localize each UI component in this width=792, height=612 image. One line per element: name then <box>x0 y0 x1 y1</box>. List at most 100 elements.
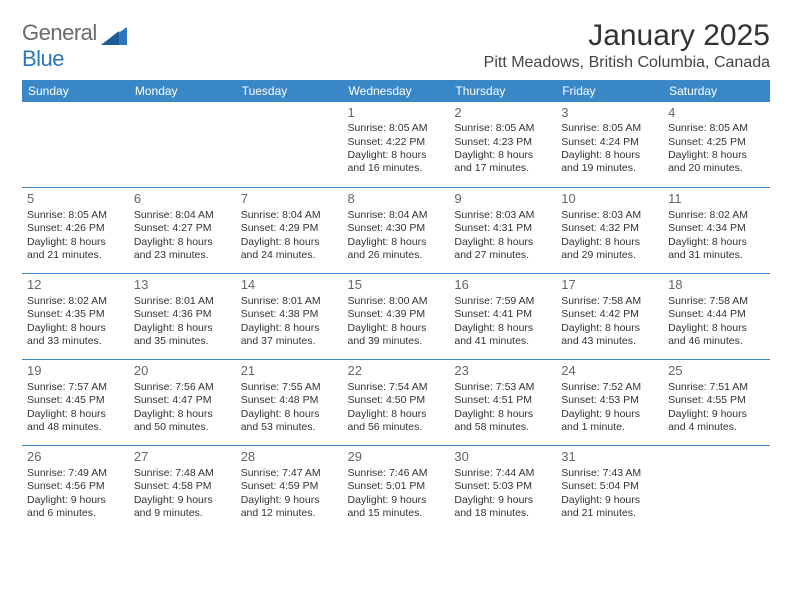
calendar-table: SundayMondayTuesdayWednesdayThursdayFrid… <box>22 80 770 526</box>
daylight-line: Daylight: 8 hours <box>348 236 445 249</box>
daylight-line: Daylight: 8 hours <box>134 408 231 421</box>
sunrise-line: Sunrise: 8:02 AM <box>27 295 124 308</box>
sunrise-line: Sunrise: 7:49 AM <box>27 467 124 480</box>
sunrise-line: Sunrise: 8:02 AM <box>668 209 765 222</box>
day-number: 23 <box>454 363 551 380</box>
daylight-line: Daylight: 8 hours <box>454 322 551 335</box>
sunrise-line: Sunrise: 8:01 AM <box>134 295 231 308</box>
daylight-line: Daylight: 8 hours <box>348 149 445 162</box>
calendar-cell <box>663 446 770 526</box>
day-number: 28 <box>241 449 338 466</box>
sunrise-line: Sunrise: 8:04 AM <box>348 209 445 222</box>
calendar-cell: 15Sunrise: 8:00 AMSunset: 4:39 PMDayligh… <box>343 274 450 360</box>
logo-text: General Blue <box>22 20 97 72</box>
day-number: 3 <box>561 105 658 122</box>
calendar-cell: 3Sunrise: 8:05 AMSunset: 4:24 PMDaylight… <box>556 102 663 188</box>
daylight-line: Daylight: 8 hours <box>454 236 551 249</box>
daylight-line: and 29 minutes. <box>561 249 658 262</box>
day-number: 19 <box>27 363 124 380</box>
day-number: 9 <box>454 191 551 208</box>
sunset-line: Sunset: 4:56 PM <box>27 480 124 493</box>
daylight-line: and 15 minutes. <box>348 507 445 520</box>
sunset-line: Sunset: 5:03 PM <box>454 480 551 493</box>
day-number: 31 <box>561 449 658 466</box>
sunrise-line: Sunrise: 8:04 AM <box>134 209 231 222</box>
sunset-line: Sunset: 4:30 PM <box>348 222 445 235</box>
day-number: 6 <box>134 191 231 208</box>
calendar-cell: 26Sunrise: 7:49 AMSunset: 4:56 PMDayligh… <box>22 446 129 526</box>
daylight-line: and 21 minutes. <box>561 507 658 520</box>
daylight-line: and 27 minutes. <box>454 249 551 262</box>
header: General Blue January 2025 Pitt Meadows, … <box>22 20 770 78</box>
daylight-line: and 21 minutes. <box>27 249 124 262</box>
day-header-row: SundayMondayTuesdayWednesdayThursdayFrid… <box>22 80 770 102</box>
calendar-cell: 2Sunrise: 8:05 AMSunset: 4:23 PMDaylight… <box>449 102 556 188</box>
daylight-line: Daylight: 9 hours <box>241 494 338 507</box>
calendar-cell: 16Sunrise: 7:59 AMSunset: 4:41 PMDayligh… <box>449 274 556 360</box>
daylight-line: and 9 minutes. <box>134 507 231 520</box>
sunrise-line: Sunrise: 7:43 AM <box>561 467 658 480</box>
day-header: Thursday <box>449 80 556 102</box>
daylight-line: Daylight: 8 hours <box>561 149 658 162</box>
calendar-page: General Blue January 2025 Pitt Meadows, … <box>0 0 792 535</box>
daylight-line: and 31 minutes. <box>668 249 765 262</box>
logo: General Blue <box>22 20 127 72</box>
calendar-body: 1Sunrise: 8:05 AMSunset: 4:22 PMDaylight… <box>22 102 770 526</box>
calendar-cell: 25Sunrise: 7:51 AMSunset: 4:55 PMDayligh… <box>663 360 770 446</box>
calendar-cell: 11Sunrise: 8:02 AMSunset: 4:34 PMDayligh… <box>663 188 770 274</box>
daylight-line: and 48 minutes. <box>27 421 124 434</box>
sunset-line: Sunset: 4:23 PM <box>454 136 551 149</box>
daylight-line: and 17 minutes. <box>454 162 551 175</box>
sunrise-line: Sunrise: 7:44 AM <box>454 467 551 480</box>
calendar-week-row: 5Sunrise: 8:05 AMSunset: 4:26 PMDaylight… <box>22 188 770 274</box>
sunrise-line: Sunrise: 7:53 AM <box>454 381 551 394</box>
sunset-line: Sunset: 5:01 PM <box>348 480 445 493</box>
calendar-cell <box>129 102 236 188</box>
calendar-cell: 29Sunrise: 7:46 AMSunset: 5:01 PMDayligh… <box>343 446 450 526</box>
sunset-line: Sunset: 4:48 PM <box>241 394 338 407</box>
calendar-cell <box>22 102 129 188</box>
daylight-line: Daylight: 9 hours <box>561 408 658 421</box>
sunset-line: Sunset: 4:58 PM <box>134 480 231 493</box>
sunset-line: Sunset: 4:22 PM <box>348 136 445 149</box>
daylight-line: Daylight: 8 hours <box>27 322 124 335</box>
day-number: 18 <box>668 277 765 294</box>
daylight-line: Daylight: 8 hours <box>241 322 338 335</box>
sunset-line: Sunset: 4:44 PM <box>668 308 765 321</box>
daylight-line: and 56 minutes. <box>348 421 445 434</box>
sunrise-line: Sunrise: 7:57 AM <box>27 381 124 394</box>
logo-general: General <box>22 20 97 45</box>
calendar-cell: 1Sunrise: 8:05 AMSunset: 4:22 PMDaylight… <box>343 102 450 188</box>
daylight-line: and 1 minute. <box>561 421 658 434</box>
calendar-cell: 20Sunrise: 7:56 AMSunset: 4:47 PMDayligh… <box>129 360 236 446</box>
daylight-line: Daylight: 9 hours <box>454 494 551 507</box>
day-header: Wednesday <box>343 80 450 102</box>
daylight-line: and 16 minutes. <box>348 162 445 175</box>
daylight-line: Daylight: 9 hours <box>668 408 765 421</box>
day-number: 14 <box>241 277 338 294</box>
daylight-line: and 37 minutes. <box>241 335 338 348</box>
sunset-line: Sunset: 4:39 PM <box>348 308 445 321</box>
sunset-line: Sunset: 4:27 PM <box>134 222 231 235</box>
day-number: 12 <box>27 277 124 294</box>
day-number: 25 <box>668 363 765 380</box>
daylight-line: Daylight: 8 hours <box>241 408 338 421</box>
daylight-line: and 39 minutes. <box>348 335 445 348</box>
day-number: 1 <box>348 105 445 122</box>
sunset-line: Sunset: 5:04 PM <box>561 480 658 493</box>
sunrise-line: Sunrise: 7:48 AM <box>134 467 231 480</box>
daylight-line: and 19 minutes. <box>561 162 658 175</box>
calendar-week-row: 12Sunrise: 8:02 AMSunset: 4:35 PMDayligh… <box>22 274 770 360</box>
sunset-line: Sunset: 4:47 PM <box>134 394 231 407</box>
daylight-line: Daylight: 9 hours <box>27 494 124 507</box>
sunset-line: Sunset: 4:45 PM <box>27 394 124 407</box>
sunrise-line: Sunrise: 8:00 AM <box>348 295 445 308</box>
daylight-line: Daylight: 8 hours <box>454 149 551 162</box>
daylight-line: and 18 minutes. <box>454 507 551 520</box>
day-number: 4 <box>668 105 765 122</box>
sunset-line: Sunset: 4:41 PM <box>454 308 551 321</box>
sunset-line: Sunset: 4:59 PM <box>241 480 338 493</box>
sunset-line: Sunset: 4:29 PM <box>241 222 338 235</box>
daylight-line: Daylight: 8 hours <box>27 408 124 421</box>
daylight-line: and 58 minutes. <box>454 421 551 434</box>
